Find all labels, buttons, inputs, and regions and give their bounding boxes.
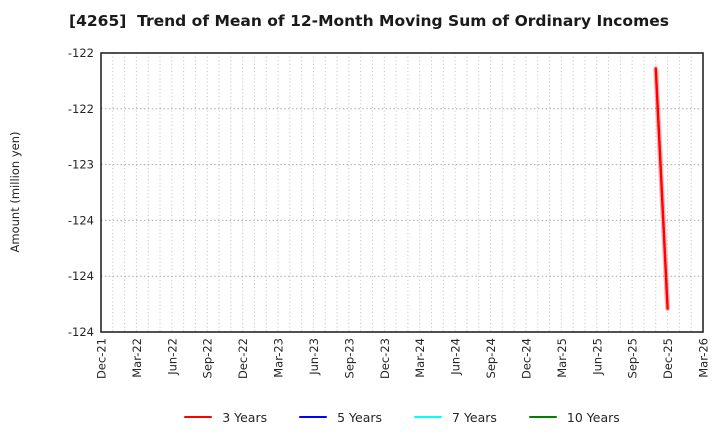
plot-border: [100, 52, 704, 333]
x-tick-label: Jun-23: [307, 338, 321, 376]
x-tick-label: Mar-24: [413, 338, 427, 378]
legend-line-5-years: [299, 415, 328, 419]
legend-label-5-years: 5 Years: [337, 409, 383, 425]
x-tick-label: Dec-24: [519, 338, 533, 379]
x-tick-label: Dec-23: [378, 338, 392, 379]
legend-item-3-years: 3 Years: [184, 410, 267, 425]
legend-item-5-years: 5 Years: [299, 410, 382, 425]
x-tick-label: Dec-21: [95, 338, 109, 379]
x-tick-label: Jun-24: [449, 338, 463, 376]
x-tick-label: Sep-25: [626, 338, 640, 378]
y-tick-label: -122: [68, 46, 94, 60]
x-tick-label: Jun-25: [590, 338, 604, 376]
y-tick-label: -123: [68, 158, 94, 172]
legend-line-7-years: [414, 415, 443, 419]
y-tick-label: -122: [68, 102, 94, 116]
y-tick-label: -124: [68, 269, 94, 283]
legend-line-10-years: [528, 415, 557, 419]
series-line-3-years: [654, 67, 669, 310]
legend-item-10-years: 10 Years: [528, 409, 620, 425]
x-tick-label: Mar-25: [555, 338, 569, 378]
x-tick-label: Mar-22: [130, 338, 144, 378]
legend-item-7-years: 7 Years: [414, 410, 497, 425]
x-tick-label: Sep-23: [342, 338, 356, 378]
x-tick-label: Sep-22: [201, 338, 215, 378]
legend-line-3-years: [184, 415, 213, 419]
chart-title: [4265] Trend of Mean of 12-Month Moving …: [69, 12, 669, 30]
x-tick-label: Jun-22: [165, 338, 179, 376]
legend: 3 Years 5 Years 7 Years 10 Years: [101, 405, 703, 429]
y-tick-label: -124: [68, 213, 94, 227]
x-tick-label: Sep-24: [484, 338, 498, 378]
y-tick-label: -124: [68, 325, 94, 339]
x-tick-label: Dec-25: [661, 338, 675, 379]
legend-label-10-years: 10 Years: [566, 409, 620, 425]
x-tick-label: Mar-23: [272, 338, 286, 378]
legend-label-7-years: 7 Years: [452, 409, 497, 425]
legend-label-3-years: 3 Years: [222, 409, 268, 425]
x-tick-label: Dec-22: [236, 338, 250, 379]
x-tick-label: Mar-26: [697, 338, 711, 378]
